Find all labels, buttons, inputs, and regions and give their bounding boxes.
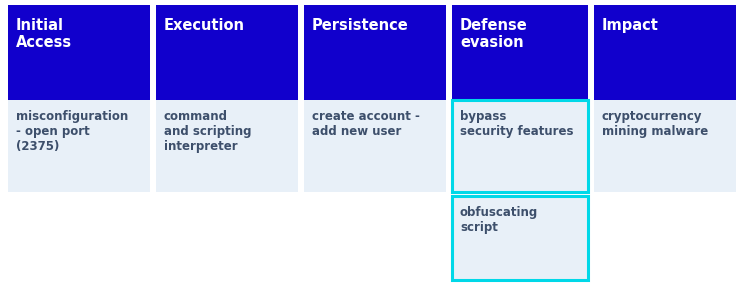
Bar xyxy=(156,5,298,100)
Text: command
and scripting
interpreter: command and scripting interpreter xyxy=(164,110,251,153)
Bar xyxy=(594,100,736,192)
Bar xyxy=(304,100,446,192)
Bar xyxy=(304,5,446,100)
Bar xyxy=(8,100,150,192)
Text: Defense
evasion: Defense evasion xyxy=(460,18,527,51)
Bar xyxy=(452,196,588,280)
Text: obfuscating
script: obfuscating script xyxy=(460,206,538,234)
Text: bypass
security features: bypass security features xyxy=(460,110,574,138)
Text: create account -
add new user: create account - add new user xyxy=(312,110,420,138)
Text: Initial
Access: Initial Access xyxy=(16,18,72,51)
Text: Impact: Impact xyxy=(602,18,659,33)
Bar xyxy=(594,5,736,100)
Text: cryptocurrency
mining malware: cryptocurrency mining malware xyxy=(602,110,708,138)
Bar xyxy=(8,5,150,100)
Text: misconfiguration
- open port
(2375): misconfiguration - open port (2375) xyxy=(16,110,128,153)
Text: Persistence: Persistence xyxy=(312,18,408,33)
Bar xyxy=(156,100,298,192)
Text: Execution: Execution xyxy=(164,18,245,33)
Bar xyxy=(452,100,588,192)
Bar xyxy=(452,5,588,100)
